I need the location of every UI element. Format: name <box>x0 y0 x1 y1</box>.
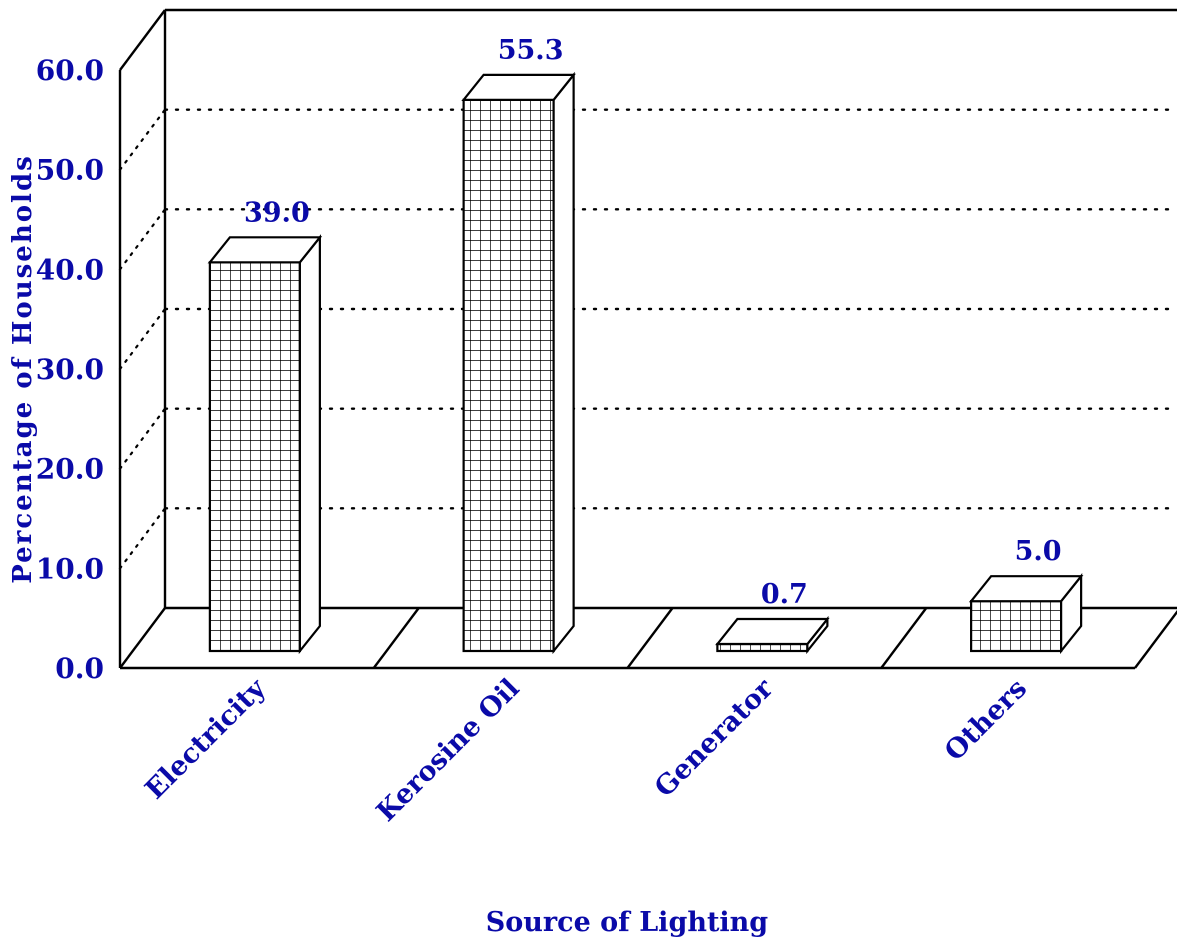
x-tick-label: Generator <box>649 672 780 803</box>
y-axis-title: Percentage of Households <box>8 154 38 584</box>
x-tick-labels: Electricity Kerosine Oil Generator Others <box>139 672 1033 828</box>
bars <box>207 71 1084 655</box>
y-tick-label: 20.0 <box>36 453 104 486</box>
grid-line-side <box>118 407 167 470</box>
bar-others <box>968 573 1084 655</box>
bar-generator <box>715 615 830 655</box>
value-label: 5.0 <box>1015 536 1062 567</box>
x-tick-label: Kerosine Oil <box>371 673 526 828</box>
y-tick-label: 10.0 <box>36 552 104 585</box>
grid-line-side <box>118 108 167 171</box>
bar-side-face <box>298 234 321 655</box>
bar-top-face <box>968 575 1084 603</box>
y-tick-label: 50.0 <box>36 154 104 187</box>
value-label: 39.0 <box>244 197 310 228</box>
grid-line-side <box>118 208 167 271</box>
x-tick-label: Others <box>939 673 1033 767</box>
floor-divider <box>880 607 928 669</box>
value-label: 0.7 <box>761 579 808 610</box>
bar-top-face <box>207 236 323 264</box>
floor-divider <box>626 607 674 669</box>
value-labels: 39.0 55.3 0.7 5.0 <box>244 35 1062 610</box>
grid-line-side <box>118 507 167 570</box>
floor-divider <box>372 607 420 669</box>
bar-top-face <box>715 617 830 646</box>
value-label: 55.3 <box>498 35 564 66</box>
grid-line-side <box>118 307 167 371</box>
y-tick-label: 40.0 <box>36 253 104 286</box>
bar-top-face <box>461 73 576 101</box>
bar-kerosine-oil <box>461 71 576 655</box>
y-tick-labels: 0.0 10.0 20.0 30.0 40.0 50.0 60.0 <box>36 54 104 685</box>
bar-front-face <box>208 261 301 653</box>
side-wall-top <box>119 9 166 71</box>
floor-divider <box>1134 609 1177 669</box>
x-axis-title: Source of Lighting <box>486 907 769 938</box>
y-tick-label: 60.0 <box>36 54 104 87</box>
x-tick-label: Electricity <box>139 672 272 805</box>
y-tick-label: 30.0 <box>36 353 104 386</box>
floor-divider <box>119 607 166 669</box>
bar-front-face <box>970 600 1063 653</box>
bar-front-face <box>462 98 555 653</box>
y-tick-label: 0.0 <box>55 652 104 685</box>
grid-lines <box>118 108 1177 570</box>
bar-side-face <box>552 71 575 655</box>
bar-electricity <box>207 234 323 655</box>
